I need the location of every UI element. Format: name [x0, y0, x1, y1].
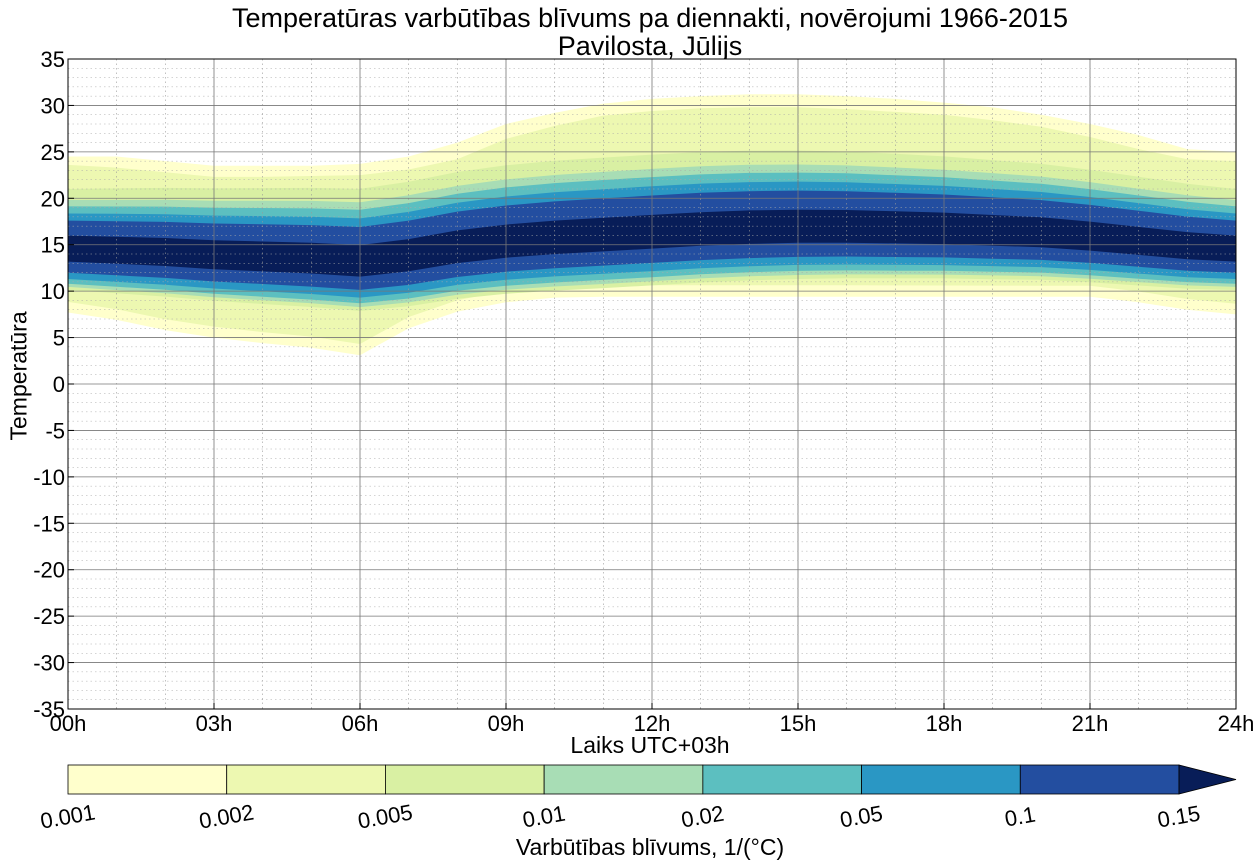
x-tick-label: 06h [342, 711, 379, 736]
colorbar-tick-label: 0.15 [1155, 800, 1202, 832]
density-peak-0 [68, 240, 205, 259]
y-tick-label: 35 [41, 47, 65, 72]
chart-subtitle: Pavilosta, Jūlijs [557, 31, 743, 61]
x-tick-label: 12h [634, 711, 671, 736]
y-tick-label: 30 [41, 93, 65, 118]
density-peak-2 [1119, 234, 1236, 253]
x-tick-label: 15h [780, 711, 817, 736]
colorbar-segment-0.1 [1019, 764, 1180, 795]
y-tick-label: -35 [33, 697, 65, 722]
y-tick-label: -5 [45, 418, 65, 443]
colorbar-tick-label: 0.01 [521, 800, 568, 832]
density-peak-1 [447, 232, 536, 251]
y-tick-label: 25 [41, 140, 65, 165]
x-tick-label: 00h [50, 711, 87, 736]
y-tick-label: 10 [41, 279, 65, 304]
y-tick-label: 0 [53, 372, 65, 397]
y-tick-label: 15 [41, 233, 65, 258]
x-tick-label: 24h [1218, 711, 1255, 736]
chart-title: Temperatūras varbūtības blīvums pa dienn… [232, 3, 1068, 33]
x-tick-label: 18h [926, 711, 963, 736]
y-tick-label: -25 [33, 604, 65, 629]
colorbar-segment-0.01 [543, 764, 704, 795]
x-axis-label: Laiks UTC+03h [570, 732, 730, 758]
colorbar-tick-label: 0.005 [356, 799, 415, 833]
colorbar: 0.001 0.002 0.005 0.01 0.02 0.05 0.1 0.15 [38, 764, 1237, 834]
colorbar-segment-0.02 [702, 764, 862, 795]
axes: 00h 03h 06h 09h 12h 15h 18h 21h 24h 35 30 25 20 15 10 5… [33, 47, 1254, 736]
colorbar-label: Varbūtības blīvums, 1/(°C) [515, 834, 785, 860]
y-tick-label: 20 [41, 186, 65, 211]
y-tick-label: -20 [33, 558, 65, 583]
colorbar-segment-0.05 [861, 764, 1021, 795]
colorbar-tick-label: 0.1 [1003, 802, 1037, 832]
colorbar-segment-0.005 [385, 764, 545, 795]
colorbar-tick-label: 0.002 [197, 799, 256, 833]
x-tick-label: 21h [1072, 711, 1109, 736]
y-tick-label: -30 [33, 651, 65, 676]
colorbar-tick-label: 0.001 [38, 799, 97, 833]
y-tick-label: -10 [33, 465, 65, 490]
colorbar-tick-label: 0.05 [838, 800, 885, 832]
y-tick-label: 5 [53, 326, 65, 351]
colorbar-segment-0.002 [226, 764, 386, 795]
y-tick-label: -15 [33, 511, 65, 536]
colorbar-segment-0.001 [67, 764, 228, 795]
colorbar-extend-arrow [1178, 764, 1237, 795]
colorbar-tick-label: 0.02 [679, 800, 726, 832]
x-tick-label: 03h [196, 711, 233, 736]
x-tick-label: 09h [488, 711, 525, 736]
